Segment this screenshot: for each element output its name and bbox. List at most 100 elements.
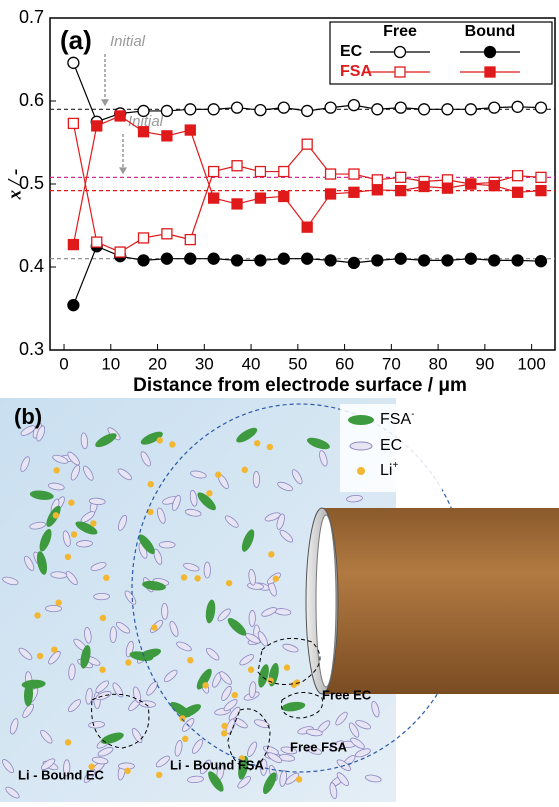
li-ion bbox=[241, 466, 249, 474]
legend-sup: + bbox=[392, 460, 398, 471]
point bbox=[441, 254, 454, 267]
point bbox=[114, 246, 126, 258]
li-ion bbox=[125, 659, 132, 666]
ec-molecule bbox=[93, 592, 111, 601]
legend-box bbox=[329, 21, 553, 85]
annotation: Li - Bound FSA bbox=[170, 757, 264, 772]
li-ion bbox=[202, 682, 209, 689]
ec-molecule bbox=[205, 647, 220, 661]
fsa-molecule bbox=[263, 772, 277, 795]
ec-molecule bbox=[277, 481, 293, 492]
li-ion bbox=[187, 657, 194, 664]
li-ion bbox=[156, 771, 163, 779]
ec-molecule bbox=[183, 562, 200, 572]
li-ion bbox=[283, 664, 291, 671]
point bbox=[67, 299, 80, 312]
fsa-molecule bbox=[138, 534, 155, 555]
point bbox=[324, 168, 337, 180]
point bbox=[511, 100, 524, 113]
point bbox=[324, 101, 337, 114]
ec-molecule bbox=[115, 621, 131, 634]
ec-molecule bbox=[221, 685, 232, 701]
li-ion bbox=[55, 599, 62, 606]
ec-molecule bbox=[5, 786, 20, 799]
ec-molecule bbox=[217, 608, 231, 622]
ec-molecule bbox=[336, 772, 349, 787]
point bbox=[394, 252, 407, 265]
fsa-molecule bbox=[75, 521, 98, 535]
point bbox=[254, 254, 267, 267]
ec-molecule bbox=[224, 515, 239, 528]
point bbox=[535, 171, 547, 184]
li-ion bbox=[64, 553, 72, 561]
ec-molecule bbox=[117, 514, 128, 531]
fsa-molecule bbox=[197, 492, 216, 511]
li-ion bbox=[268, 551, 275, 558]
ec-molecule bbox=[355, 720, 372, 730]
ec-molecule bbox=[67, 699, 82, 713]
point bbox=[208, 165, 220, 178]
point bbox=[347, 99, 361, 112]
li-ion bbox=[247, 666, 255, 673]
li-ion bbox=[64, 739, 72, 746]
fsa-molecule bbox=[241, 529, 255, 552]
point bbox=[231, 160, 243, 172]
x-tick-label: 20 bbox=[148, 354, 167, 373]
ec-molecule bbox=[67, 451, 80, 466]
point bbox=[488, 254, 501, 267]
ec-molecule bbox=[45, 604, 62, 613]
electrode bbox=[322, 508, 559, 694]
ec-molecule bbox=[163, 669, 178, 683]
y-tick-label: 0.4 bbox=[19, 256, 44, 276]
point bbox=[278, 165, 290, 178]
fsa-molecule bbox=[100, 732, 124, 744]
point bbox=[417, 103, 431, 116]
point bbox=[67, 56, 80, 69]
fsa-molecule bbox=[306, 437, 330, 450]
ec-molecule bbox=[48, 482, 65, 491]
ec-molecule bbox=[84, 626, 92, 644]
ec-molecule bbox=[63, 759, 71, 777]
fsa-molecule bbox=[205, 599, 216, 624]
point bbox=[161, 130, 173, 142]
ec-molecule bbox=[203, 561, 211, 579]
ec-molecule bbox=[184, 508, 202, 517]
x-tick-label: 10 bbox=[101, 354, 120, 373]
li-ion bbox=[194, 575, 201, 582]
point bbox=[231, 198, 243, 210]
fsa-molecule bbox=[80, 645, 91, 669]
ec-molecule bbox=[279, 770, 287, 787]
ec-molecule bbox=[306, 728, 323, 737]
y-tick-label: 0.6 bbox=[19, 90, 44, 110]
ec-molecule bbox=[252, 471, 261, 488]
point bbox=[371, 103, 384, 116]
point bbox=[371, 184, 383, 196]
arrow-head bbox=[119, 167, 127, 175]
free-ec-outline bbox=[257, 637, 321, 685]
ec-molecule bbox=[85, 687, 93, 705]
ec-molecule bbox=[329, 740, 344, 752]
li-ion bbox=[124, 767, 131, 775]
ec-molecule bbox=[155, 755, 170, 768]
li-ion bbox=[88, 763, 95, 770]
fsa-molecule bbox=[142, 580, 166, 591]
point bbox=[208, 192, 220, 204]
li-ion bbox=[266, 443, 274, 451]
li-ion bbox=[53, 467, 60, 474]
ec-molecule bbox=[157, 507, 166, 524]
li-ion bbox=[225, 579, 233, 587]
ec-molecule bbox=[65, 571, 78, 585]
x-tick-label: 100 bbox=[517, 354, 545, 373]
point bbox=[535, 184, 547, 197]
li-ion bbox=[34, 612, 41, 619]
li-ion bbox=[51, 646, 58, 653]
point bbox=[160, 104, 174, 118]
ec-molecule bbox=[83, 768, 96, 783]
point bbox=[184, 124, 196, 136]
legend-text: EC bbox=[380, 437, 402, 454]
point bbox=[371, 254, 384, 267]
point bbox=[277, 252, 290, 265]
point bbox=[184, 233, 196, 246]
